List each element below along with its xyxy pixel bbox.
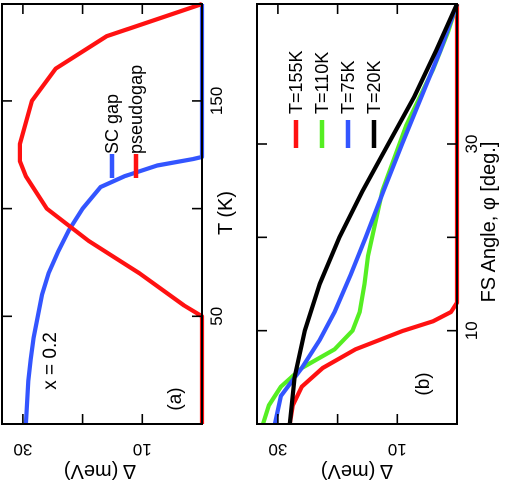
panel-b-legend: T=155K T=110K T=75K T=20K bbox=[286, 50, 384, 148]
panel-b-ytick-label: 10 bbox=[388, 440, 407, 459]
panel-b-series-t-20k bbox=[287, 3, 459, 425]
panel-b-ytick-label: 30 bbox=[268, 440, 287, 459]
panel-a: 50 150 10 30 SC gap pseudogap x = 0.2 (a) T … bbox=[1, 2, 237, 482]
legend-label-pseudogap: pseudogap bbox=[126, 65, 146, 154]
panel-b-series-t-75k bbox=[272, 3, 459, 425]
panel-a-legend: SC gap pseudogap bbox=[102, 65, 146, 178]
legend-label-t-155k: T=155K bbox=[286, 50, 306, 114]
panel-b-curves bbox=[260, 3, 460, 425]
legend-label-t-75k: T=75K bbox=[338, 60, 358, 114]
panel-b-series-t-155k bbox=[287, 4, 460, 425]
panel-b-xlabel: FS Angle, φ [deg.] bbox=[478, 142, 500, 303]
panel-b: 10 30 10 30 T=155K T=110K T=75K T=20K (b) FS A… bbox=[256, 3, 500, 482]
panel-a-xtick-label: 150 bbox=[207, 87, 226, 115]
legend-label-t-110k: T=110K bbox=[312, 52, 332, 114]
panel-b-frame bbox=[256, 3, 458, 425]
panel-a-xtick-label: 50 bbox=[207, 307, 226, 326]
panel-b-ylabel: Δ (meV) bbox=[321, 460, 393, 482]
panel-a-curves bbox=[17, 2, 205, 425]
panel-a-series-sc-gap bbox=[23, 4, 205, 425]
panel-a-frame bbox=[1, 3, 203, 425]
legend-label-sc-gap: SC gap bbox=[102, 94, 122, 154]
panel-b-xtick-label: 30 bbox=[462, 135, 481, 154]
panel-a-ticks: 50 150 10 30 bbox=[2, 4, 226, 459]
panel-b-label: (b) bbox=[413, 372, 434, 395]
panel-a-series-pseudogap bbox=[17, 2, 205, 424]
panel-a-label: (a) bbox=[165, 387, 186, 410]
panel-a-ytick-label: 30 bbox=[13, 440, 32, 459]
panel-b-ticks: 10 30 10 30 bbox=[257, 4, 481, 459]
panel-a-ytick-label: 10 bbox=[133, 440, 152, 459]
panel-a-xlabel: T (K) bbox=[215, 191, 237, 235]
panel-b-xtick-label: 10 bbox=[462, 321, 481, 340]
panel-a-ylabel: Δ (meV) bbox=[64, 460, 136, 482]
legend-label-t-20k: T=20K bbox=[364, 60, 384, 114]
panel-a-annotation: x = 0.2 bbox=[40, 332, 61, 390]
